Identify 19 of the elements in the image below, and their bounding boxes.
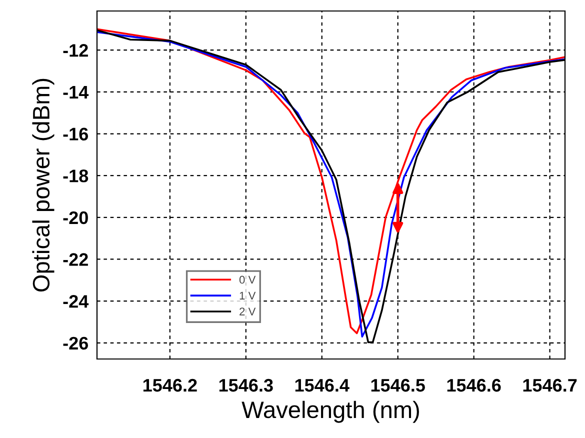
y-tick-label: -12 xyxy=(63,44,88,57)
y-tick-label: -20 xyxy=(63,211,88,224)
x-axis-title: Wavelength (nm) xyxy=(242,400,419,423)
y-tick-label: -14 xyxy=(63,86,89,98)
x-tick-label: 1546.3 xyxy=(219,378,273,392)
legend-label: 2 V xyxy=(240,308,256,316)
x-tick-label: 1546.7 xyxy=(523,378,577,392)
y-tick-label: -22 xyxy=(63,253,88,266)
legend-label: 0 V xyxy=(239,276,256,284)
y-tick-label: -18 xyxy=(63,170,88,182)
x-tick-label: 1546.2 xyxy=(143,378,197,392)
y-tick-label: -26 xyxy=(63,336,88,350)
x-tick-label: 1546.4 xyxy=(295,378,350,392)
y-tick-label: -16 xyxy=(63,128,88,140)
x-tick-label: 1546.5 xyxy=(371,378,425,392)
legend-label: 1 V xyxy=(240,292,256,300)
x-tick-label: 1546.6 xyxy=(447,378,501,392)
y-axis-title: Optical power (dBm) xyxy=(32,78,54,292)
y-tick-label: -24 xyxy=(63,295,89,308)
